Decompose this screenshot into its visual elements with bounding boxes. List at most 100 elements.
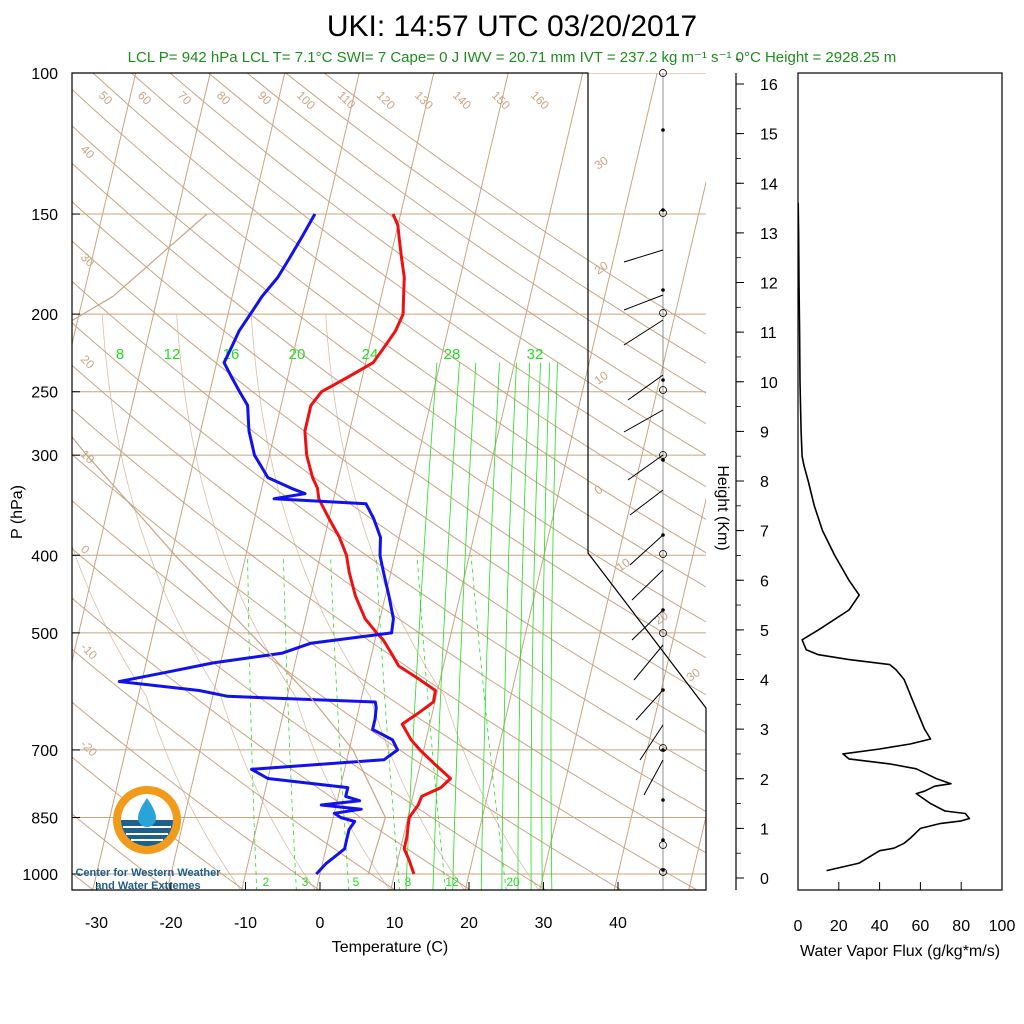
calm-circle	[659, 841, 667, 849]
height-tick-label: 9	[760, 424, 769, 441]
wind-barb	[627, 454, 664, 481]
adiabat-label: 150	[489, 88, 513, 112]
mixing-ratio-line	[550, 362, 558, 890]
wind-barb	[623, 294, 664, 311]
wind-barb	[623, 249, 664, 263]
x-tick-label: 40	[609, 915, 627, 932]
mixing-ratio-dashed	[282, 555, 297, 890]
adiabat-label: -20	[78, 737, 100, 759]
height-tick-label: 13	[760, 226, 778, 243]
wind-point	[661, 208, 665, 212]
dry-adiabat	[72, 547, 547, 890]
flux-x-tick-label: 40	[871, 918, 889, 935]
mixing-ratio-line	[501, 362, 517, 890]
logo-line-1: Center for Western Weather	[75, 867, 221, 879]
dry-adiabat	[72, 453, 698, 890]
x-tick-label: -10	[234, 915, 257, 932]
x-tick-label: -30	[85, 915, 108, 932]
x-axis-label: Temperature (C)	[332, 939, 448, 956]
mixing-ratio-lines	[247, 362, 558, 890]
mixing-label-bottom: 20	[506, 875, 520, 889]
wind-barb	[633, 644, 664, 681]
wind-barb	[623, 319, 664, 346]
height-tick-label: 5	[760, 623, 769, 640]
flux-line	[798, 203, 971, 872]
dry-adiabat	[131, 73, 706, 488]
wind-barb	[623, 409, 664, 433]
dry-adiabat	[323, 73, 706, 335]
mixing-ratio-dashed	[247, 555, 258, 890]
y-tick-label: 200	[31, 307, 58, 324]
flux-axes: 0 20 40 60 80 100	[794, 882, 1015, 935]
height-tick-label: 1	[760, 821, 769, 838]
y-tick-label: 1000	[22, 867, 58, 884]
height-tick-label: 15	[760, 127, 778, 144]
moist-adiabat	[72, 544, 242, 890]
wind-point	[661, 868, 665, 872]
wind-barb	[629, 534, 664, 566]
y-tick-label: 100	[31, 66, 58, 83]
dry-adiabat	[0, 73, 19, 891]
mixing-ratio-dashed	[375, 555, 401, 890]
x-tick-label: 20	[460, 915, 478, 932]
skewt-frame	[71, 72, 707, 891]
height-tick-label: 10	[760, 375, 778, 392]
x-tick-label: 30	[535, 915, 553, 932]
mixing-ratio-line	[541, 362, 551, 890]
x-tick-label: -20	[159, 915, 182, 932]
y-tick-label: 400	[31, 548, 58, 565]
mixing-ratio-line	[530, 362, 541, 890]
flux-x-tick-label: 80	[952, 918, 970, 935]
mixing-label-bottom: 8	[405, 875, 412, 889]
logo-line-2: and Water Extremes	[95, 880, 200, 892]
isotherm	[72, 73, 137, 347]
height-tick-label: 2	[760, 772, 769, 789]
wind-point	[661, 288, 665, 292]
wind-barb	[631, 609, 664, 641]
wind-point	[661, 838, 665, 842]
calm-circle	[659, 309, 667, 317]
dry-adiabat	[72, 322, 706, 773]
dry-adiabat	[72, 872, 94, 890]
flux-x-tick-label: 20	[830, 918, 848, 935]
wind-point	[661, 378, 665, 382]
mixing-label-bottom: 3	[302, 875, 309, 889]
calm-circle	[659, 868, 667, 876]
mixing-label: 12	[164, 346, 181, 363]
calm-circle	[659, 451, 667, 459]
mixing-label-bottom: 5	[353, 875, 360, 889]
adiabat-label: -10	[78, 640, 100, 662]
dry-adiabat-lines	[0, 73, 706, 891]
y-tick-label: 500	[31, 626, 58, 643]
flux-frame	[797, 72, 1003, 891]
y-tick-label: 300	[31, 448, 58, 465]
dry-adiabat	[72, 162, 706, 623]
height-tick-label: 7	[760, 524, 769, 541]
mixing-ratio-line	[452, 362, 477, 890]
adiabat-label: 40	[78, 142, 98, 162]
height-tick-label: 14	[760, 176, 778, 193]
dry-adiabat	[92, 73, 706, 520]
y-tick-label: 700	[31, 743, 58, 760]
side-label: 20	[592, 258, 611, 277]
mixing-ratio-line	[480, 362, 500, 890]
dry-adiabat	[72, 125, 706, 588]
dry-adiabat	[208, 73, 706, 425]
flux-plot	[798, 203, 971, 872]
dry-adiabat	[72, 280, 706, 734]
moist-adiabat	[325, 314, 540, 890]
y-axis-label: P (hPa)	[9, 485, 26, 539]
side-label: 10	[592, 368, 611, 387]
dry-adiabat	[72, 597, 472, 890]
adiabat-label: 160	[528, 88, 552, 112]
profiles	[72, 213, 452, 876]
wind-barb	[643, 759, 664, 796]
calm-circle	[659, 550, 667, 558]
adiabat-label: 130	[412, 88, 436, 112]
side-label: 30	[592, 153, 611, 172]
mixing-ratio-dashed	[416, 555, 447, 890]
moist-adiabat	[176, 314, 391, 890]
